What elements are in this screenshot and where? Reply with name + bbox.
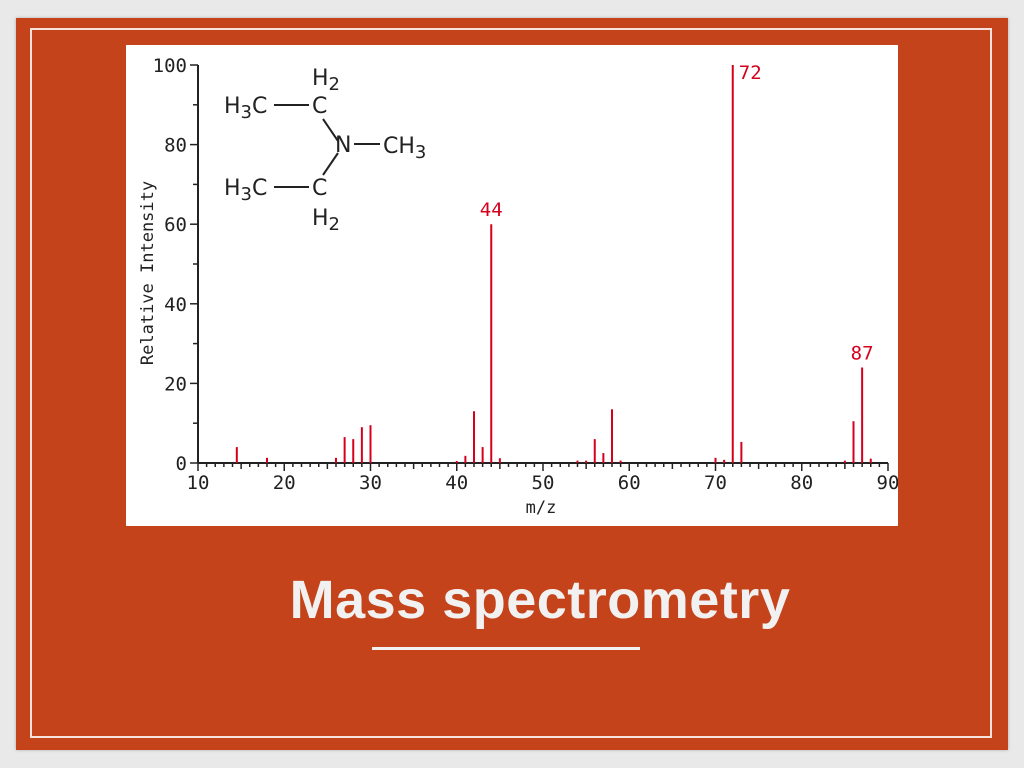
- x-tick-label: 50: [532, 472, 555, 494]
- y-tick-label: 20: [164, 373, 187, 395]
- y-tick-label: 0: [176, 453, 187, 475]
- x-tick-label: 30: [359, 472, 382, 494]
- x-tick-label: 10: [187, 472, 210, 494]
- peak-label: 44: [480, 199, 503, 221]
- title-underline: [372, 647, 640, 650]
- structure-c-top: C: [312, 94, 327, 119]
- x-tick-label: 20: [273, 472, 296, 494]
- mass-spectrum-svg: 10 20 30 40 50 60 70 80 90 0 20 40 60 80 100 44 72 87 Re…: [138, 55, 898, 518]
- chemical-structure: H2 H3C C N CH3 H3C C H2: [224, 66, 426, 235]
- y-tick-label: 100: [153, 55, 187, 77]
- structure-h3c-top: H3C: [224, 94, 267, 123]
- x-axis-label: m/z: [526, 498, 557, 518]
- ticks: 10 20 30 40 50 60 70 80 90 0 20 40 60 80 100: [153, 55, 898, 494]
- x-tick-label: 60: [618, 472, 641, 494]
- structure-h2-bottom: H2: [312, 206, 340, 235]
- structure-ch3: CH3: [383, 134, 426, 163]
- structure-c-bottom: C: [312, 176, 327, 201]
- bond-bottom-diag: [322, 152, 339, 176]
- x-tick-label: 40: [445, 472, 468, 494]
- slide: 10 20 30 40 50 60 70 80 90 0 20 40 60 80 100 44 72 87 Re…: [16, 18, 1008, 750]
- y-tick-label: 40: [164, 294, 187, 316]
- y-tick-label: 80: [164, 135, 187, 157]
- peak-label: 87: [851, 342, 874, 364]
- mass-spectrum-chart: 10 20 30 40 50 60 70 80 90 0 20 40 60 80 100 44 72 87 Re…: [126, 45, 898, 526]
- peak-label: 72: [739, 62, 762, 84]
- slide-title: Mass spectrometry: [289, 570, 791, 630]
- x-tick-label: 70: [704, 472, 727, 494]
- structure-n: N: [335, 133, 351, 158]
- x-tick-label: 90: [877, 472, 898, 494]
- structure-h2-top: H2: [312, 66, 340, 95]
- x-tick-label: 80: [790, 472, 813, 494]
- peak-labels: 44 72 87: [480, 62, 874, 364]
- y-axis-label: Relative Intensity: [138, 181, 158, 365]
- peaks: [235, 65, 872, 463]
- bond-top-diag: [322, 118, 339, 142]
- structure-h3c-bottom: H3C: [224, 176, 267, 205]
- axes: [197, 65, 888, 464]
- y-tick-label: 60: [164, 214, 187, 236]
